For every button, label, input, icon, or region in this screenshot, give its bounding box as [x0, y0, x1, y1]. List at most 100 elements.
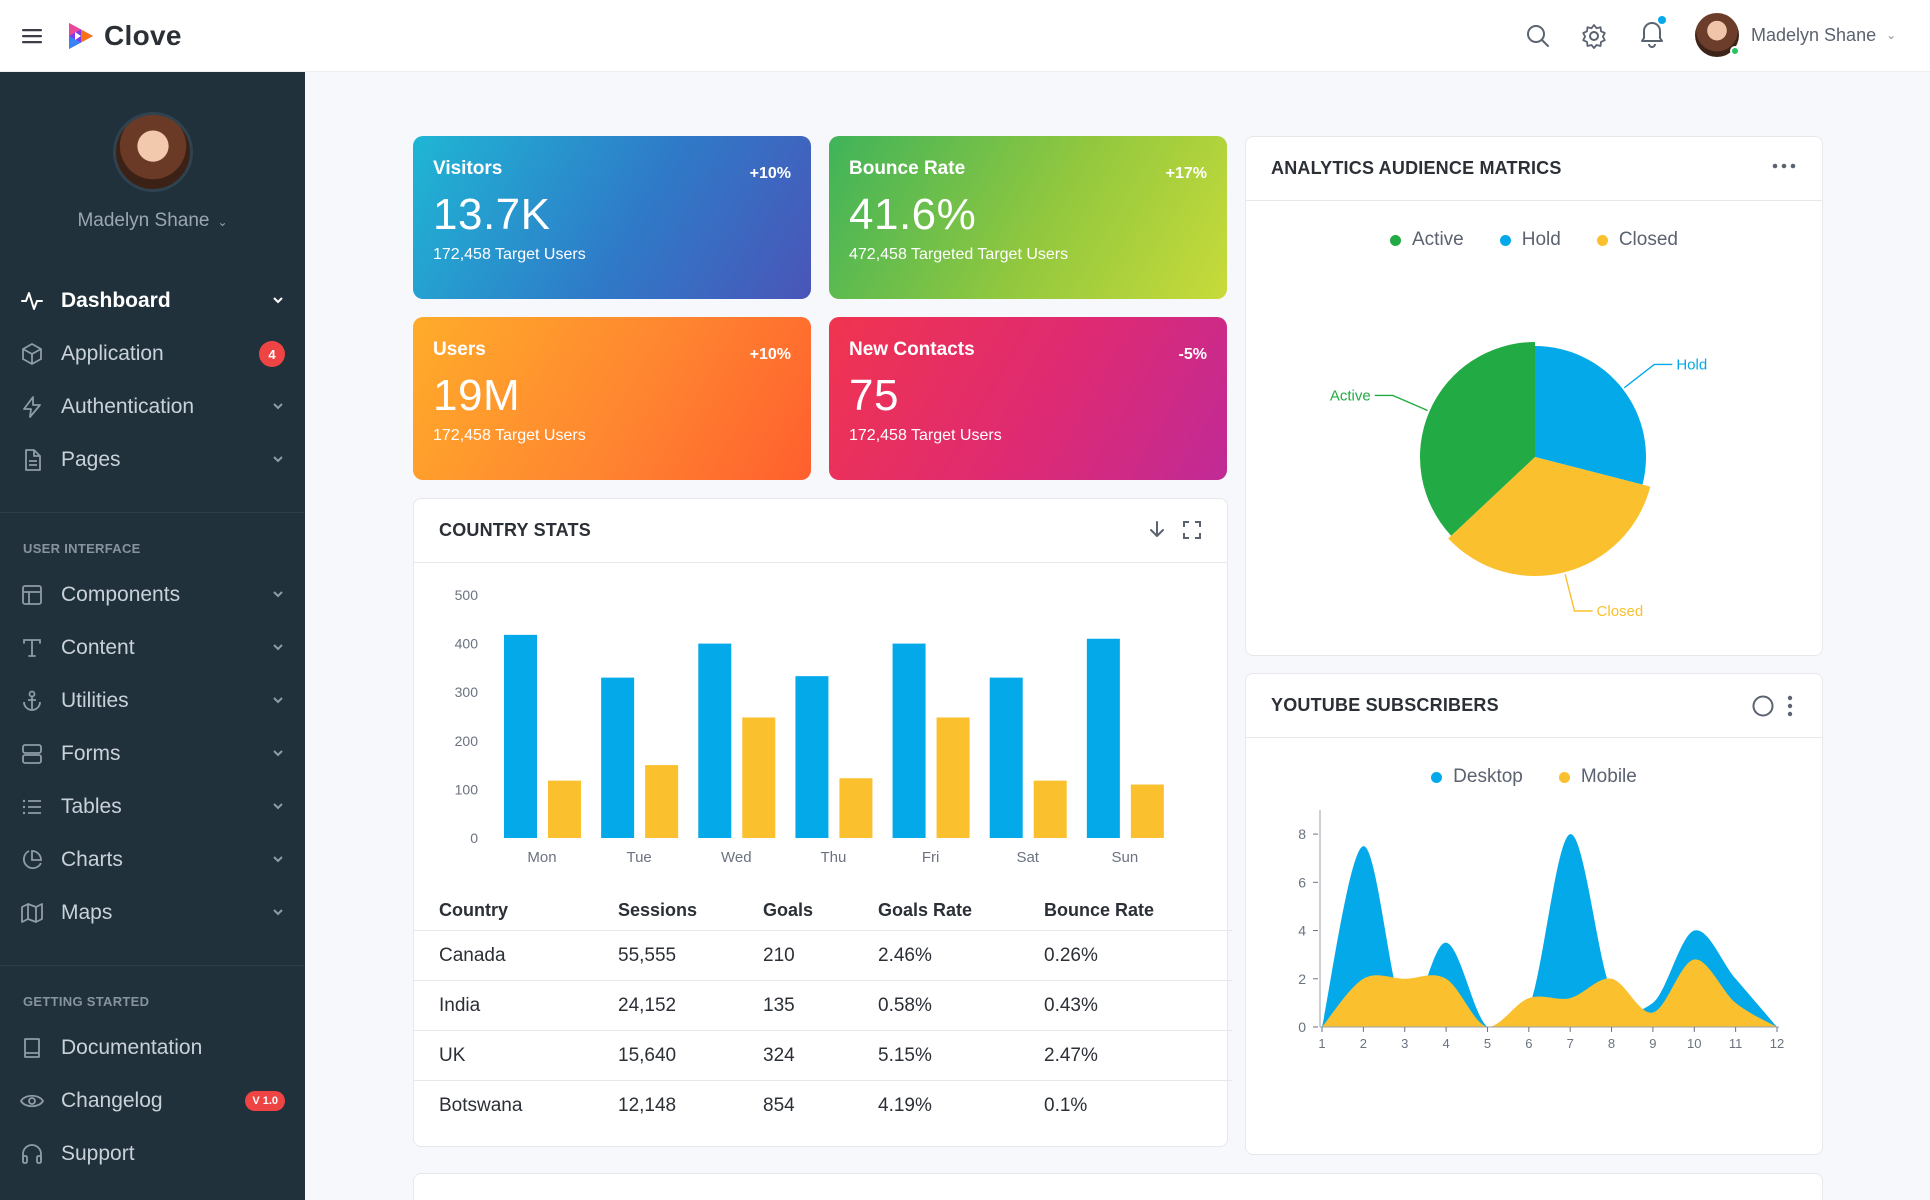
sidebar-item-changelog[interactable]: Changelog V 1.0: [0, 1074, 305, 1127]
pie-label-line: [1623, 363, 1673, 389]
sidebar-item-forms[interactable]: Forms: [0, 727, 305, 780]
table-row[interactable]: Botswana 12,148 854 4.19% 0.1%: [414, 1081, 1232, 1131]
table-row[interactable]: Canada 55,555 210 2.46% 0.26%: [414, 931, 1232, 981]
legend-item-mobile[interactable]: Mobile: [1558, 766, 1637, 788]
legend-item-hold[interactable]: Hold: [1499, 229, 1561, 251]
divider: [0, 965, 305, 966]
sidebar-item-dashboard[interactable]: Dashboard: [0, 274, 305, 327]
stat-card-visitors[interactable]: Visitors +10% 13.7K 172,458 Target Users: [413, 136, 811, 299]
y-tick-label: 6: [1298, 874, 1306, 890]
cell-goals: 135: [763, 994, 795, 1016]
bar-thu-yellow: [839, 778, 873, 838]
sidebar-profile: Madelyn Shane ⌄: [0, 72, 305, 274]
download-icon[interactable]: [1147, 519, 1167, 541]
table-row[interactable]: India 24,152 135 0.58% 0.43%: [414, 981, 1232, 1031]
x-tick-label: 7: [1567, 1036, 1574, 1051]
fullscreen-icon[interactable]: [1181, 519, 1203, 541]
more-horizontal-icon[interactable]: [1771, 161, 1797, 171]
stat-title: Visitors: [433, 158, 503, 179]
chevron-down-icon: [273, 591, 283, 598]
settings-icon[interactable]: [1580, 22, 1608, 50]
sidebar-item-pages[interactable]: Pages: [0, 433, 305, 486]
pie-chart-icon: [22, 849, 42, 869]
sidebar-item-documentation[interactable]: Documentation: [0, 1021, 305, 1074]
legend-item-closed[interactable]: Closed: [1596, 229, 1678, 251]
sidebar-item-charts[interactable]: Charts: [0, 833, 305, 886]
legend-item-desktop[interactable]: Desktop: [1431, 766, 1523, 788]
legend-item-active[interactable]: Active: [1390, 229, 1464, 251]
stat-card-new-contacts[interactable]: New Contacts -5% 75 172,458 Target Users: [829, 317, 1227, 480]
user-menu[interactable]: Madelyn Shane ⌄: [1695, 13, 1896, 57]
sidebar-item-label: Forms: [61, 741, 121, 765]
bar-wed-yellow: [742, 717, 776, 838]
bar-fri-blue: [892, 643, 926, 838]
stat-title: Bounce Rate: [849, 158, 966, 179]
x-tick-label: 10: [1687, 1036, 1701, 1051]
panel-title: COUNTRY STATS: [439, 520, 591, 540]
column-header[interactable]: Bounce Rate: [1044, 900, 1155, 920]
sidebar-gs-nav: Documentation Changelog V 1.0 Support: [0, 1021, 305, 1180]
pie-slice-hold: [1535, 346, 1646, 485]
legend-swatch: [1596, 234, 1608, 246]
profile-name: Madelyn Shane: [77, 210, 210, 231]
bar-sat-yellow: [1033, 780, 1067, 838]
column-header[interactable]: Goals Rate: [878, 900, 973, 920]
stat-card-bounce-rate[interactable]: Bounce Rate +17% 41.6% 472,458 Targeted …: [829, 136, 1227, 299]
bar-tue-yellow: [645, 765, 679, 838]
sidebar-item-authentication[interactable]: Authentication: [0, 380, 305, 433]
panel-title: ANALYTICS AUDIENCE MATRICS: [1271, 158, 1562, 178]
y-tick-label: 400: [455, 636, 479, 652]
column-header[interactable]: Country: [439, 900, 508, 920]
sidebar-item-label: Utilities: [61, 688, 129, 712]
more-vertical-icon[interactable]: [1786, 694, 1794, 718]
stat-card-users[interactable]: Users +10% 19M 172,458 Target Users: [413, 317, 811, 480]
brand-logo[interactable]: Clove: [66, 20, 182, 52]
menu-icon[interactable]: [20, 24, 46, 48]
x-tick-label: 1: [1318, 1036, 1325, 1051]
sidebar-item-label: Charts: [61, 847, 123, 871]
brand-name: Clove: [104, 20, 182, 51]
refresh-circle-icon[interactable]: [1751, 694, 1775, 718]
legend-swatch: [1390, 234, 1401, 246]
x-tick-label: 9: [1649, 1036, 1656, 1051]
table-row[interactable]: UK 15,640 324 5.15% 2.47%: [414, 1031, 1232, 1081]
sidebar-item-tables[interactable]: Tables: [0, 780, 305, 833]
area-legend: Desktop Mobile: [1246, 766, 1822, 788]
country-bar-chart: 0 100 200 300 400 500 Mon Tue Wed Thu Fri Sat Sun: [455, 587, 1164, 866]
pie-label-line: [1374, 394, 1428, 412]
pie-label-line: [1564, 574, 1593, 612]
sidebar-item-support[interactable]: Support: [0, 1127, 305, 1180]
profile-name-toggle[interactable]: Madelyn Shane ⌄: [0, 210, 305, 232]
sidebar-item-label: Application: [61, 341, 164, 365]
chevron-down-icon: ⌄: [1886, 28, 1897, 42]
notification-bell-icon[interactable]: [1636, 14, 1668, 50]
sidebar-item-label: Authentication: [61, 394, 195, 418]
top-bar: Clove Madelyn Shane ⌄: [0, 0, 1930, 72]
sidebar-item-application[interactable]: Application 4: [0, 327, 305, 380]
column-header[interactable]: Goals: [763, 900, 814, 920]
bar-sun-yellow: [1130, 784, 1164, 838]
column-header[interactable]: Sessions: [618, 900, 698, 920]
stat-title: New Contacts: [849, 339, 975, 360]
stat-subtitle: 172,458 Target Users: [849, 427, 1002, 444]
pie-label-closed: Closed: [1597, 603, 1644, 620]
sidebar-item-label: Tables: [61, 794, 122, 818]
bar-mon-yellow: [548, 780, 581, 838]
sidebar-item-content[interactable]: Content: [0, 621, 305, 674]
cell-goals-rate: 5.15%: [878, 1044, 932, 1066]
x-tick-label: 6: [1525, 1036, 1532, 1051]
chevron-down-icon: [273, 644, 283, 651]
y-tick-label: 4: [1298, 923, 1306, 939]
search-icon[interactable]: [1524, 22, 1552, 50]
bottom-panel: [413, 1173, 1823, 1200]
sidebar-item-components[interactable]: Components: [0, 568, 305, 621]
x-tick-label: 5: [1484, 1036, 1491, 1051]
chevron-down-icon: [273, 909, 283, 916]
sidebar: Madelyn Shane ⌄ Dashboard Application 4 A…: [0, 72, 305, 1200]
sidebar-item-maps[interactable]: Maps: [0, 886, 305, 939]
cell-goals-rate: 0.58%: [878, 994, 932, 1016]
stat-change: +10%: [749, 346, 791, 363]
stat-subtitle: 172,458 Target Users: [433, 427, 586, 444]
sidebar-item-utilities[interactable]: Utilities: [0, 674, 305, 727]
y-tick-label: 100: [455, 781, 479, 797]
